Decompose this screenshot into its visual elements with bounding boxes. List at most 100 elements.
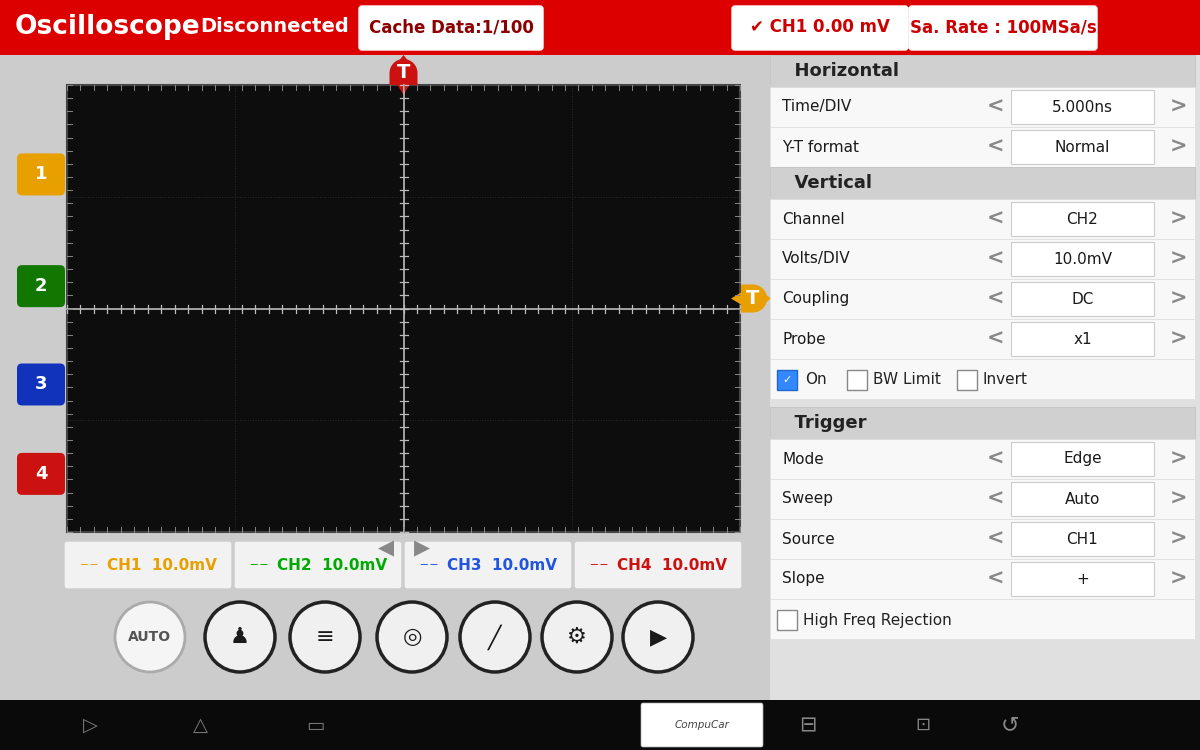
Text: △: △	[192, 716, 208, 734]
Text: AUTO: AUTO	[128, 630, 172, 644]
Text: CH2  10.0mV: CH2 10.0mV	[277, 557, 388, 572]
Text: ✔ CH1 0.00 mV: ✔ CH1 0.00 mV	[750, 18, 890, 36]
Text: <: <	[986, 209, 1004, 229]
Text: ✓: ✓	[782, 375, 792, 385]
FancyBboxPatch shape	[17, 266, 65, 308]
Text: ↺: ↺	[1001, 715, 1019, 735]
Text: High Freq Rejection: High Freq Rejection	[803, 613, 952, 628]
Text: x1: x1	[1073, 332, 1092, 346]
FancyBboxPatch shape	[0, 0, 1200, 55]
FancyBboxPatch shape	[770, 359, 1195, 399]
Text: Cache Data:1/100: Cache Data:1/100	[368, 18, 534, 36]
Wedge shape	[390, 59, 418, 73]
Text: Trigger: Trigger	[782, 414, 866, 432]
Text: <: <	[986, 489, 1004, 509]
Text: Mode: Mode	[782, 452, 823, 466]
Wedge shape	[754, 284, 767, 313]
Text: Vertical: Vertical	[782, 174, 872, 192]
Text: Horizontal: Horizontal	[782, 62, 899, 80]
FancyBboxPatch shape	[0, 0, 770, 750]
FancyBboxPatch shape	[847, 370, 866, 390]
FancyBboxPatch shape	[0, 700, 1200, 750]
FancyBboxPatch shape	[1012, 282, 1153, 316]
Text: Time/DIV: Time/DIV	[782, 100, 851, 115]
Text: ⊡: ⊡	[916, 716, 930, 734]
FancyBboxPatch shape	[17, 453, 65, 495]
Text: ≡: ≡	[316, 627, 335, 647]
Text: ▶: ▶	[414, 538, 430, 558]
Text: 3: 3	[35, 376, 47, 394]
Text: Oscilloscope: Oscilloscope	[14, 14, 200, 40]
Text: Auto: Auto	[1064, 491, 1100, 506]
Text: Sa. Rate : 100MSa/s: Sa. Rate : 100MSa/s	[910, 18, 1097, 36]
Text: Normal: Normal	[1055, 140, 1110, 154]
Text: <: <	[986, 249, 1004, 269]
Circle shape	[542, 602, 612, 672]
FancyBboxPatch shape	[770, 0, 1200, 700]
Polygon shape	[390, 55, 418, 85]
Text: Volts/DIV: Volts/DIV	[782, 251, 851, 266]
Text: ─ ─: ─ ─	[251, 560, 268, 570]
Text: ─ ─: ─ ─	[80, 560, 97, 570]
Polygon shape	[731, 292, 742, 304]
Text: Invert: Invert	[983, 373, 1028, 388]
FancyBboxPatch shape	[1012, 202, 1153, 236]
FancyBboxPatch shape	[770, 407, 1195, 439]
FancyBboxPatch shape	[778, 610, 797, 630]
Text: ─ ─: ─ ─	[590, 560, 607, 570]
Text: <: <	[986, 569, 1004, 589]
FancyBboxPatch shape	[1012, 522, 1153, 556]
FancyBboxPatch shape	[770, 439, 1195, 479]
Text: Sweep: Sweep	[782, 491, 833, 506]
FancyBboxPatch shape	[770, 87, 1195, 127]
Text: <: <	[986, 289, 1004, 309]
Text: CH1  10.0mV: CH1 10.0mV	[107, 557, 217, 572]
FancyBboxPatch shape	[770, 167, 1195, 199]
Text: <: <	[986, 97, 1004, 117]
Text: ◀: ◀	[378, 538, 394, 558]
Text: 2: 2	[35, 278, 47, 296]
Text: 4: 4	[35, 465, 47, 483]
Text: Disconnected: Disconnected	[200, 17, 349, 37]
Text: CompuCar: CompuCar	[674, 720, 730, 730]
Text: 1: 1	[35, 166, 47, 184]
FancyBboxPatch shape	[1012, 90, 1153, 124]
Text: +: +	[1076, 572, 1088, 586]
Text: BW Limit: BW Limit	[874, 373, 941, 388]
Text: ▭: ▭	[306, 716, 324, 734]
Text: CH4  10.0mV: CH4 10.0mV	[617, 557, 727, 572]
FancyBboxPatch shape	[359, 6, 542, 50]
FancyBboxPatch shape	[64, 541, 232, 589]
FancyBboxPatch shape	[17, 364, 65, 406]
FancyBboxPatch shape	[770, 519, 1195, 559]
Text: Edge: Edge	[1063, 452, 1102, 466]
Text: <: <	[986, 329, 1004, 349]
Text: ▷: ▷	[83, 716, 97, 734]
FancyBboxPatch shape	[770, 319, 1195, 359]
Text: Channel: Channel	[782, 211, 845, 226]
Circle shape	[623, 602, 694, 672]
Text: DC: DC	[1072, 292, 1093, 307]
Text: ⊟: ⊟	[799, 715, 817, 735]
FancyBboxPatch shape	[770, 279, 1195, 319]
Circle shape	[460, 602, 530, 672]
Text: >: >	[1169, 449, 1187, 469]
FancyBboxPatch shape	[574, 541, 742, 589]
Text: ⚙: ⚙	[568, 627, 587, 647]
FancyBboxPatch shape	[770, 599, 1195, 639]
Text: >: >	[1169, 569, 1187, 589]
Circle shape	[377, 602, 446, 672]
Text: >: >	[1169, 489, 1187, 509]
FancyBboxPatch shape	[1012, 322, 1153, 356]
Circle shape	[205, 602, 275, 672]
FancyBboxPatch shape	[732, 6, 908, 50]
FancyBboxPatch shape	[1012, 442, 1153, 476]
FancyBboxPatch shape	[770, 239, 1195, 279]
Text: Coupling: Coupling	[782, 292, 850, 307]
FancyBboxPatch shape	[1012, 562, 1153, 596]
Text: T: T	[746, 289, 760, 308]
Text: ╱: ╱	[488, 624, 502, 650]
Text: Slope: Slope	[782, 572, 824, 586]
Text: 10.0mV: 10.0mV	[1052, 251, 1112, 266]
Text: CH3  10.0mV: CH3 10.0mV	[446, 557, 557, 572]
